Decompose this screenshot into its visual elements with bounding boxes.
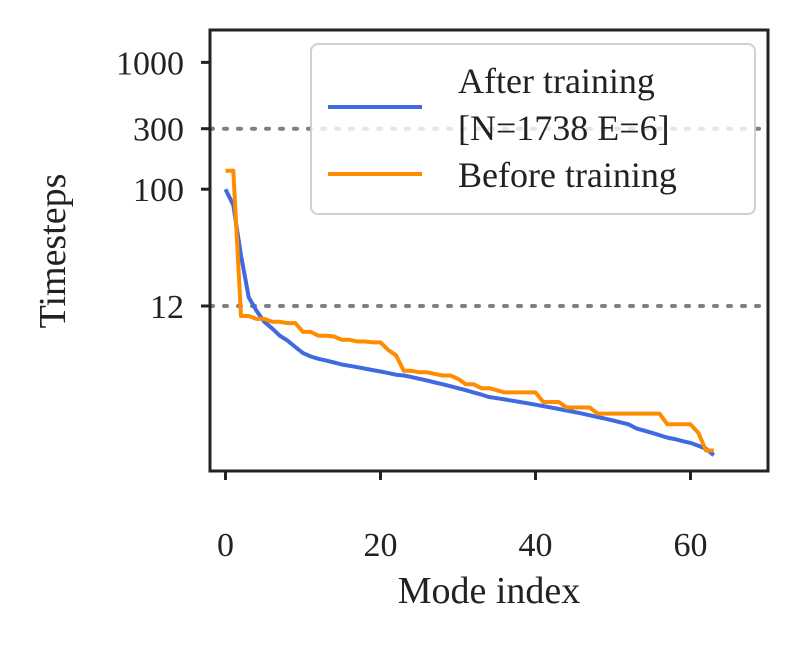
plot-frame (208, 28, 770, 473)
x-axis-label: Mode index (398, 570, 581, 612)
x-tick-label: 60 (674, 527, 708, 564)
x-axis: 0 20 40 60 (217, 471, 708, 564)
y-tick-label: 100 (133, 172, 184, 209)
series-line-after-training (223, 188, 716, 457)
legend-label-after-training: After training (458, 61, 655, 101)
legend-frame (310, 43, 756, 215)
y-tick-label: 1000 (116, 45, 184, 82)
series-line-before-training (225, 168, 714, 453)
y-tick-label: 12 (150, 289, 184, 326)
x-tick-label: 40 (519, 527, 553, 564)
x-tick-label: 20 (364, 527, 398, 564)
series-layer (223, 168, 716, 457)
legend-label-before-training: Before training (458, 155, 677, 195)
y-axis-label: Timesteps (32, 174, 74, 329)
legend: After training [N=1738 E=6] Before train… (310, 43, 756, 215)
legend-label-after-training-config: [N=1738 E=6] (458, 108, 670, 148)
x-tick-label: 0 (217, 527, 234, 564)
y-axis: 1000 300 100 12 (116, 45, 210, 326)
y-tick-label: 300 (133, 112, 184, 149)
